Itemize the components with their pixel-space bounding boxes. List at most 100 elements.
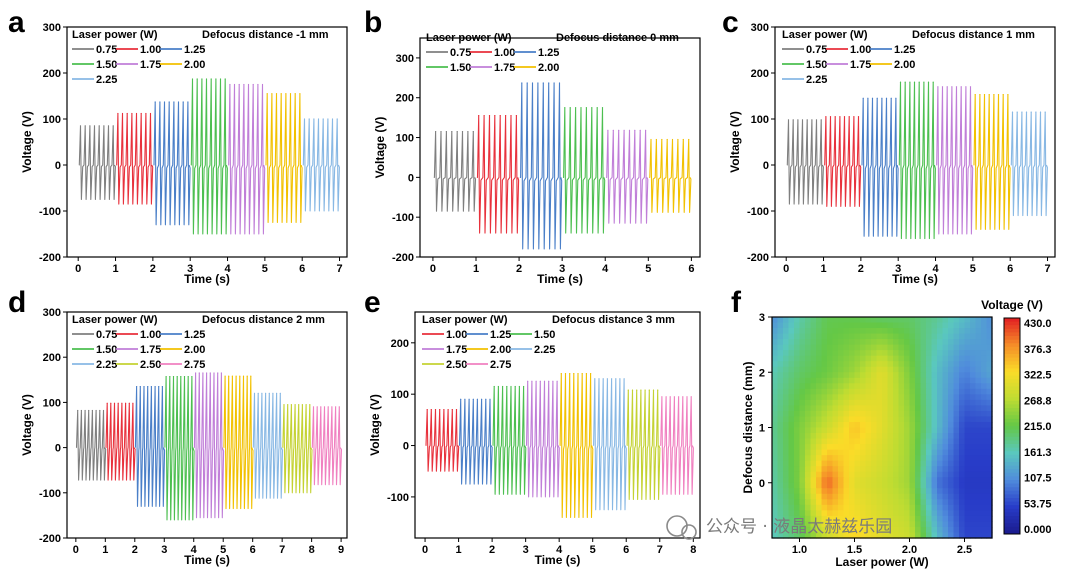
heatmap-cell [865, 460, 872, 467]
heatmap-cell [953, 482, 960, 489]
heatmap-cell [788, 328, 795, 335]
heatmap-cell [981, 526, 988, 534]
heatmap-cell [772, 504, 779, 511]
series-1.75 [606, 129, 649, 224]
heatmap-cell [788, 339, 795, 346]
heatmap-cell [772, 322, 779, 329]
heatmap-cell [832, 471, 839, 478]
heatmap-cell [959, 449, 966, 456]
heatmap-cell [860, 377, 867, 384]
peak-point [655, 138, 658, 141]
heatmap-cell [937, 394, 944, 401]
peak-point [271, 93, 273, 95]
heatmap-cell [805, 493, 812, 500]
heatmap-cell [975, 444, 982, 451]
heatmap-cell [926, 355, 933, 362]
colorbar-band [1004, 440, 1020, 445]
heatmap-cell [777, 317, 784, 324]
heatmap-cell [882, 388, 889, 395]
heatmap-cell [838, 455, 845, 462]
heatmap-cell [915, 438, 922, 445]
heatmap-cell [887, 515, 894, 523]
heatmap-cell [794, 328, 801, 335]
heatmap-cell [981, 339, 988, 346]
peak-point [527, 380, 529, 382]
heatmap-cell [926, 521, 933, 528]
heatmap-cell [843, 399, 850, 407]
heatmap-cell [981, 488, 988, 495]
heatmap-cell [821, 421, 828, 429]
heatmap-cell [788, 394, 795, 401]
colorbar-tick-label: 322.5 [1024, 370, 1052, 382]
heatmap-cell [876, 383, 883, 390]
legend-label: 1.25 [184, 44, 205, 56]
peak-point [257, 83, 259, 86]
peak-point [564, 107, 566, 109]
heatmap-cell [810, 328, 817, 335]
heatmap-cell [882, 471, 889, 478]
heatmap-cell [810, 317, 817, 324]
heatmap-cell [915, 466, 922, 473]
heatmap-cell [920, 449, 927, 456]
heatmap-cell [959, 421, 966, 429]
heatmap-cell [827, 333, 834, 340]
heatmap-cell [805, 510, 812, 517]
heatmap-cell [975, 350, 982, 357]
heatmap-cell [805, 388, 812, 395]
heatmap-cell [772, 377, 779, 384]
x-tick-label: 3 [161, 544, 167, 556]
colorbar-band [1004, 339, 1020, 344]
heatmap-cell [937, 328, 944, 335]
colorbar-band [1004, 480, 1020, 485]
heatmap-cell [942, 372, 949, 379]
peak-point [154, 101, 156, 103]
series-2.25 [1010, 111, 1048, 217]
heatmap-cell [981, 377, 988, 384]
heatmap-cell [986, 399, 993, 407]
heatmap-cell [788, 421, 795, 429]
waveform-line-2.25 [252, 392, 284, 499]
peak-point [553, 82, 555, 84]
legend-label: 2.00 [490, 344, 511, 356]
heatmap-cell [832, 488, 839, 495]
heatmap-cell [843, 477, 850, 484]
heatmap-cell [843, 471, 850, 478]
heatmap-cell [937, 344, 944, 351]
heatmap-cell [964, 438, 971, 445]
heatmap-cell [970, 488, 977, 495]
heatmap-cell [843, 482, 850, 489]
heatmap-cell [920, 322, 927, 329]
heatmap-cell [838, 466, 845, 473]
peak-point [182, 101, 184, 103]
heatmap-cell [959, 350, 966, 357]
peak-point [322, 118, 324, 120]
heatmap-cell [860, 471, 867, 478]
heatmap-cell [827, 433, 834, 440]
waveform-line-1.75 [606, 129, 649, 224]
series-2.25 [302, 118, 340, 212]
heatmap-cell [953, 405, 960, 412]
x-tick-label: 5 [262, 263, 268, 275]
heatmap-cell [909, 499, 916, 506]
x-tick-label: 4 [932, 263, 939, 275]
heatmap-cell [920, 460, 927, 467]
heatmap-cell [975, 477, 982, 484]
heatmap-cell [887, 355, 894, 362]
peak-point [89, 125, 91, 127]
heatmap-cell [937, 333, 944, 340]
heatmap-cell [827, 339, 834, 346]
heatmap-cell [860, 493, 867, 500]
heatmap-cell [981, 322, 988, 329]
heatmap-cell [898, 377, 905, 384]
heatmap-cell [772, 499, 779, 506]
colorbar-band [1004, 408, 1020, 413]
heatmap-cell [854, 421, 861, 429]
heatmap-cell [799, 449, 806, 456]
peak-point [644, 389, 646, 391]
heatmap-cell [942, 438, 949, 445]
heatmap-cell [898, 510, 905, 517]
waveform-line-1.50 [563, 107, 606, 234]
heatmap-cell [810, 372, 817, 379]
peak-point [298, 404, 300, 406]
heatmap-cell [821, 433, 828, 440]
